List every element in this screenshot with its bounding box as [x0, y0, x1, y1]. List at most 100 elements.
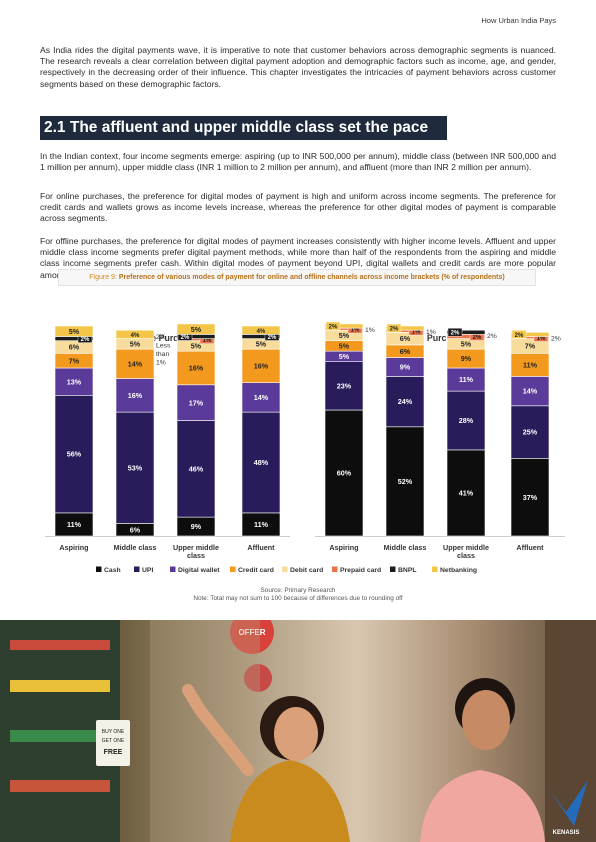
section-heading: 2.1 The affluent and upper middle class …	[40, 116, 447, 140]
bar-label-1-0-5: 1%	[351, 328, 360, 334]
legend-label-1: UPI	[142, 567, 153, 574]
bar-label-0-1-2: 16%	[128, 391, 143, 400]
legend-label-5: Prepaid card	[340, 567, 381, 574]
side-annotation-0-0-1: Less	[156, 343, 171, 350]
bar-label-1-2-4: 5%	[461, 339, 472, 348]
legend-label-2: Digital wallet	[178, 567, 220, 574]
bar-label-0-2-6: 2%	[181, 335, 190, 341]
figure-label: Figure 9:	[89, 274, 119, 281]
shelf-products-2	[10, 680, 110, 692]
bar-label-0-0-3: 7%	[69, 356, 80, 365]
bar-label-1-0-0: 60%	[337, 469, 352, 478]
category-label-1-1: Middle class	[384, 543, 427, 552]
bar-label-0-3-6: 4%	[257, 329, 266, 335]
bar-label-0-0-4: 6%	[69, 343, 80, 352]
legend-label-7: Netbanking	[440, 567, 477, 574]
watermark-text: KENASIS	[553, 830, 580, 836]
bar-label-0-0-1: 56%	[67, 450, 82, 459]
bar-label-0-2-1: 46%	[189, 464, 204, 473]
legend-swatch-5	[332, 567, 338, 573]
bar-label-1-1-0: 52%	[398, 477, 413, 486]
bar-label-0-3-5: 2%	[268, 335, 277, 341]
bar-label-1-3-6: 2%	[515, 333, 524, 339]
bar-label-0-3-0: 11%	[254, 520, 269, 529]
intro-paragraph: As India rides the digital payments wave…	[40, 45, 556, 90]
bar-label-0-3-2: 14%	[254, 393, 269, 402]
side-annotation-0-0-0: 2%	[156, 334, 166, 341]
shelf-products-1	[10, 640, 110, 650]
section-paragraph-2: For online purchases, the preference for…	[40, 191, 556, 225]
bar-label-1-3-5: 1%	[537, 336, 546, 342]
bar-label-1-0-1: 23%	[337, 381, 352, 390]
bar-label-1-2-2: 11%	[459, 375, 474, 384]
outside-label-1-3: 2%	[551, 335, 561, 342]
category-label-line2-0-2: class	[187, 551, 205, 560]
bar-label-1-1-3: 6%	[400, 347, 411, 356]
bar-label-0-2-0: 9%	[191, 522, 202, 531]
side-annotation-0-0-3: 1%	[156, 360, 166, 367]
section-paragraph-1: In the Indian context, four income segme…	[40, 151, 556, 173]
bar-label-0-2-5: 1%	[203, 338, 212, 344]
shelf-products-3	[10, 730, 110, 742]
bar-label-0-0-0: 11%	[67, 520, 82, 529]
category-label-1-3: Affluent	[516, 543, 544, 552]
category-label-0-1: Middle class	[114, 543, 157, 552]
running-header: How Urban India Pays	[481, 16, 556, 25]
bar-label-1-0-2: 5%	[339, 352, 350, 361]
bar-label-0-3-3: 16%	[254, 362, 269, 371]
legend-label-6: BNPL	[398, 567, 417, 574]
bar-label-0-0-6: 5%	[69, 327, 80, 336]
man-shirt	[420, 770, 545, 842]
bar-label-1-2-1: 28%	[459, 416, 474, 425]
bar-label-1-1-5: 1%	[412, 330, 421, 336]
side-annotation-0-0-2: than	[156, 351, 169, 358]
bar-label-0-1-4: 5%	[130, 339, 141, 348]
bar-label-0-3-1: 48%	[254, 458, 269, 467]
category-label-0-3: Affluent	[247, 543, 275, 552]
bar-label-1-3-2: 14%	[523, 387, 538, 396]
bar-label-0-1-3: 14%	[128, 359, 143, 368]
legend-label-0: Cash	[104, 567, 121, 574]
bogo-sign-line-3: FREE	[104, 749, 123, 756]
legend-swatch-1	[134, 567, 140, 573]
outside-label-1-1: 1%	[426, 329, 436, 336]
bar-label-1-3-0: 37%	[523, 493, 538, 502]
outside-label-1-0: 1%	[365, 327, 375, 334]
bar-label-1-1-4: 6%	[400, 334, 411, 343]
figure-note: Note: Total may not sum to 100 because o…	[0, 595, 596, 602]
shoppers-photo: BUY ONE GET ONE FREE OFFER KENASIS	[0, 620, 596, 842]
bar-label-1-3-1: 25%	[523, 428, 538, 437]
bar-label-0-2-2: 17%	[189, 398, 204, 407]
category-label-1-0: Aspiring	[329, 543, 358, 552]
bar-label-1-3-3: 11%	[523, 360, 538, 369]
payment-mode-chart: Online Purchases11%56%13%7%6%2%5%Aspirin…	[0, 290, 596, 585]
bar-label-1-1-1: 24%	[398, 397, 413, 406]
bar-label-1-3-4: 7%	[525, 342, 536, 351]
bogo-sign-line-2: GET ONE	[102, 738, 125, 744]
legend-swatch-6	[390, 567, 396, 573]
figure-caption: Figure 9: Preference of various modes of…	[58, 269, 536, 286]
bar-label-1-2-0: 41%	[459, 489, 474, 498]
bar-label-1-1-2: 9%	[400, 363, 411, 372]
bar-label-1-0-6: 2%	[329, 324, 338, 330]
bar-label-0-0-5: 2%	[81, 337, 90, 343]
bar-label-0-0-2: 13%	[67, 377, 82, 386]
bogo-sign-line-1: BUY ONE	[102, 729, 125, 735]
legend-swatch-0	[96, 567, 102, 573]
bar-label-0-1-0: 6%	[130, 525, 141, 534]
bar-label-1-0-3: 5%	[339, 342, 350, 351]
shoppers-illustration: BUY ONE GET ONE FREE OFFER KENASIS	[0, 620, 596, 842]
bar-label-0-2-3: 16%	[189, 364, 204, 373]
figure-title: Preference of various modes of payment f…	[119, 274, 505, 281]
legend-label-4: Debit card	[290, 567, 323, 574]
man-face	[462, 690, 510, 750]
outside-label-1-2: 2%	[487, 333, 497, 340]
legend-swatch-7	[432, 567, 438, 573]
bar-label-0-3-4: 5%	[256, 339, 267, 348]
bar-label-1-2-3: 9%	[461, 354, 472, 363]
bar-label-0-1-1: 53%	[128, 463, 143, 472]
bar-label-1-2-6: 2%	[451, 331, 460, 337]
bar-label-1-1-6: 2%	[390, 327, 399, 333]
category-label-0-0: Aspiring	[59, 543, 88, 552]
legend-label-3: Credit card	[238, 567, 274, 574]
